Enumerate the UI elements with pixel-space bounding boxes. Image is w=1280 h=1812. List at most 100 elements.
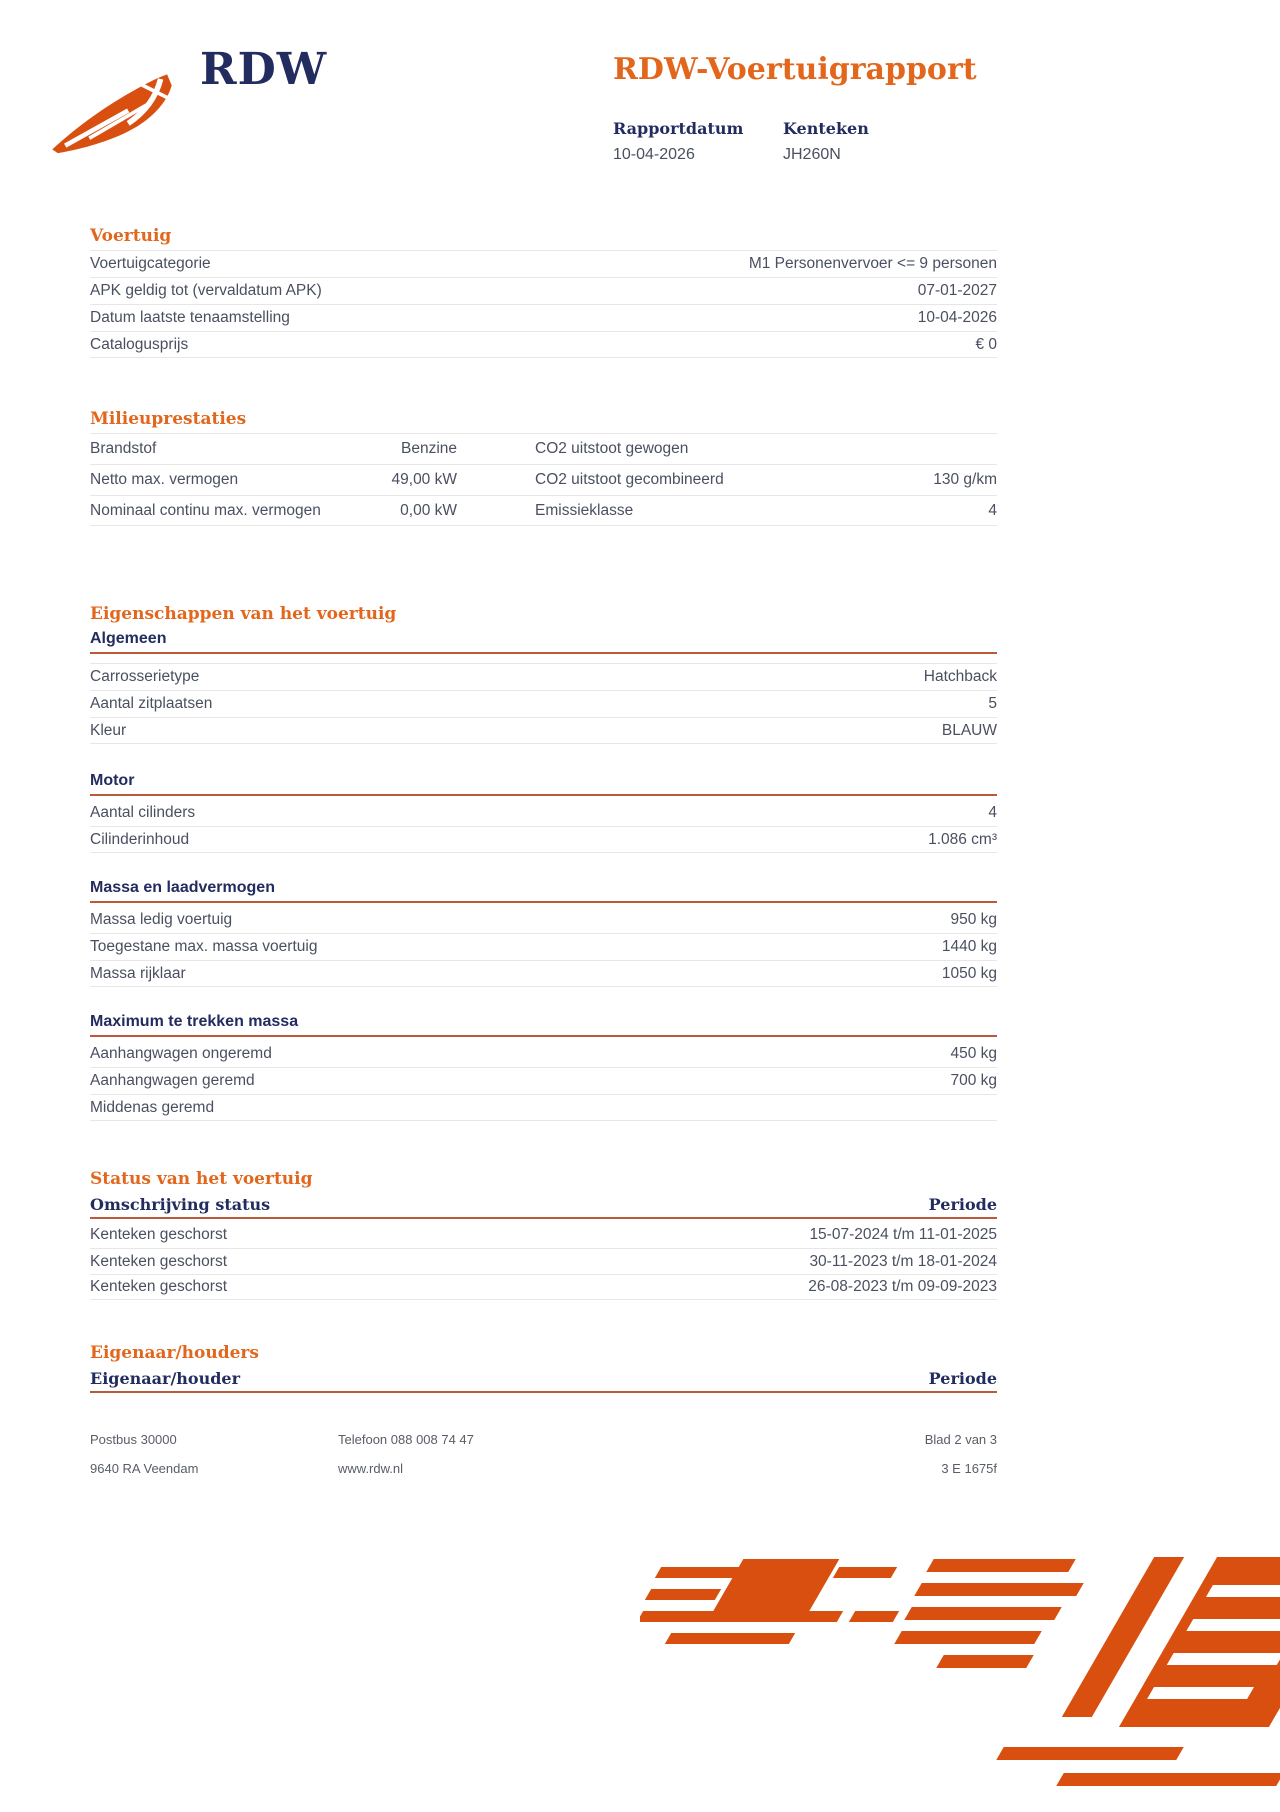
motor-table: Aantal cilinders 4 Cilinderinhoud 1.086 … (90, 799, 997, 853)
section-heading-milieuprestaties: Milieuprestaties (90, 409, 247, 429)
table-header-underline (90, 1391, 997, 1393)
massa-table: Massa ledig voertuig 950 kg Toegestane m… (90, 906, 997, 987)
subsection-underline (90, 794, 997, 796)
row-value: 1.086 cm³ (928, 830, 997, 848)
table-row: Nominaal continu max. vermogen 0,00 kW E… (90, 495, 997, 526)
row-value: 07-01-2027 (917, 282, 997, 299)
trekken-massa-table: Aanhangwagen ongeremd 450 kg Aanhangwage… (90, 1040, 997, 1121)
row-label: Cilinderinhoud (90, 830, 190, 848)
subsection-heading-trekken-massa: Maximum te trekken massa (90, 1013, 299, 1030)
table-row: Massa rijklaar 1050 kg (90, 960, 997, 987)
table-row: Middenas geremd (90, 1094, 997, 1121)
row-label: Massa rijklaar (90, 964, 186, 982)
column-header-eigenaar: Eigenaar/houder (90, 1369, 241, 1388)
row-label: Toegestane max. massa voertuig (90, 938, 318, 955)
row-label: Aantal zitplaatsen (90, 695, 213, 712)
row-label: Brandstof (90, 440, 157, 457)
table-row: Datum laatste tenaamstelling 10-04-2026 (90, 304, 997, 331)
row-value: € 0 (975, 335, 997, 353)
algemeen-table: Carrosserietype Hatchback Aantal zitplaa… (90, 663, 997, 744)
row-label: Datum laatste tenaamstelling (90, 309, 290, 326)
row-label: Aanhangwagen ongeremd (90, 1044, 272, 1062)
license-plate-label: Kenteken (783, 119, 869, 138)
table-row: Voertuigcategorie M1 Personenvervoer <= … (90, 250, 997, 277)
row-label: Aanhangwagen geremd (90, 1072, 255, 1089)
row-label: Massa ledig voertuig (90, 910, 233, 928)
row-value: 30-11-2023 t/m 18-01-2024 (809, 1252, 997, 1270)
row-value: 4 (988, 803, 997, 821)
row-value: 1440 kg (941, 938, 997, 955)
footer-website-link[interactable]: www.rdw.nl (338, 1461, 404, 1476)
column-header-omschrijving: Omschrijving status (90, 1195, 271, 1214)
footer-address-line1: Postbus 30000 (90, 1432, 177, 1447)
table-row: Kenteken geschorst 26-08-2023 t/m 09-09-… (90, 1274, 997, 1300)
row-value: 26-08-2023 t/m 09-09-2023 (808, 1278, 997, 1295)
row-value: 450 kg (950, 1044, 997, 1062)
section-heading-eigenschappen: Eigenschappen van het voertuig (90, 604, 397, 624)
status-table-header: Omschrijving status Periode (90, 1190, 997, 1214)
row-value: Benzine (400, 440, 457, 457)
row-label: Middenas geremd (90, 1098, 215, 1116)
row-value: 1050 kg (941, 964, 997, 982)
rdw-logo-text: RDW (200, 44, 328, 95)
footer-address-line2: 9640 RA Veendam (90, 1461, 199, 1476)
table-row: APK geldig tot (vervaldatum APK) 07-01-2… (90, 277, 997, 304)
footer-form-code: 3 E 1675f (941, 1461, 997, 1476)
row-value: 4 (988, 501, 997, 519)
table-row: Toegestane max. massa voertuig 1440 kg (90, 933, 997, 960)
page-title: RDW-Voertuigrapport (613, 52, 977, 87)
row-value: BLAUW (941, 721, 997, 739)
row-value: 5 (988, 695, 997, 712)
row-value: 700 kg (950, 1072, 997, 1089)
table-row: Netto max. vermogen 49,00 kW CO2 uitstoo… (90, 464, 997, 495)
row-label: Emissieklasse (535, 501, 634, 519)
milieuprestaties-table: Brandstof Benzine CO2 uitstoot gewogen N… (90, 433, 997, 526)
row-label: Kenteken geschorst (90, 1252, 228, 1270)
section-heading-voertuig: Voertuig (90, 226, 172, 246)
subsection-heading-motor: Motor (90, 772, 135, 789)
table-row: Aanhangwagen ongeremd 450 kg (90, 1040, 997, 1067)
row-label: Voertuigcategorie (90, 255, 211, 272)
row-label: Carrosserietype (90, 668, 200, 685)
row-label: Netto max. vermogen (90, 471, 239, 488)
license-plate-value: JH260N (783, 146, 841, 163)
row-value: 15-07-2024 t/m 11-01-2025 (809, 1226, 997, 1243)
table-row: Kenteken geschorst 15-07-2024 t/m 11-01-… (90, 1222, 997, 1248)
footer-page-number: Blad 2 van 3 (924, 1432, 997, 1447)
section-heading-status: Status van het voertuig (90, 1169, 313, 1189)
row-label: CO2 uitstoot gecombineerd (535, 471, 724, 488)
subsection-heading-algemeen: Algemeen (90, 630, 167, 647)
status-table: Kenteken geschorst 15-07-2024 t/m 11-01-… (90, 1222, 997, 1300)
voertuig-table: Voertuigcategorie M1 Personenvervoer <= … (90, 250, 997, 358)
row-label: Nominaal continu max. vermogen (90, 501, 321, 519)
table-row: Cilinderinhoud 1.086 cm³ (90, 826, 997, 853)
footer-phone: Telefoon 088 008 74 47 (338, 1432, 474, 1447)
table-row: Brandstof Benzine CO2 uitstoot gewogen (90, 433, 997, 464)
row-value: M1 Personenvervoer <= 9 personen (748, 255, 997, 272)
report-header: RDW RDW-Voertuigrapport Rapportdatum Ken… (0, 0, 1280, 182)
row-label: Aantal cilinders (90, 803, 196, 821)
column-header-periode: Periode (928, 1195, 997, 1214)
table-row: Massa ledig voertuig 950 kg (90, 906, 997, 933)
row-label: Kenteken geschorst (90, 1278, 228, 1295)
table-row: Kleur BLAUW (90, 717, 997, 744)
table-row: Aantal cilinders 4 (90, 799, 997, 826)
rdw-speedlines-graphic (640, 1557, 1280, 1812)
row-value: 130 g/km (933, 471, 997, 488)
table-row: Aantal zitplaatsen 5 (90, 690, 997, 717)
row-value: 49,00 kW (391, 471, 457, 488)
report-date-label: Rapportdatum (613, 119, 744, 138)
section-heading-eigenaar: Eigenaar/houders (90, 1343, 259, 1363)
row-label: Kenteken geschorst (90, 1226, 228, 1243)
rdw-feather-logo-icon (52, 74, 172, 154)
subsection-underline (90, 652, 997, 654)
row-value: Hatchback (923, 668, 997, 685)
table-row: Carrosserietype Hatchback (90, 663, 997, 690)
subsection-heading-massa: Massa en laadvermogen (90, 879, 275, 896)
table-row: Catalogusprijs € 0 (90, 331, 997, 358)
row-label: Kleur (90, 721, 127, 739)
report-date-value: 10-04-2026 (613, 146, 695, 163)
row-value: 10-04-2026 (917, 309, 997, 326)
eigenaar-table-header: Eigenaar/houder Periode (90, 1364, 997, 1388)
